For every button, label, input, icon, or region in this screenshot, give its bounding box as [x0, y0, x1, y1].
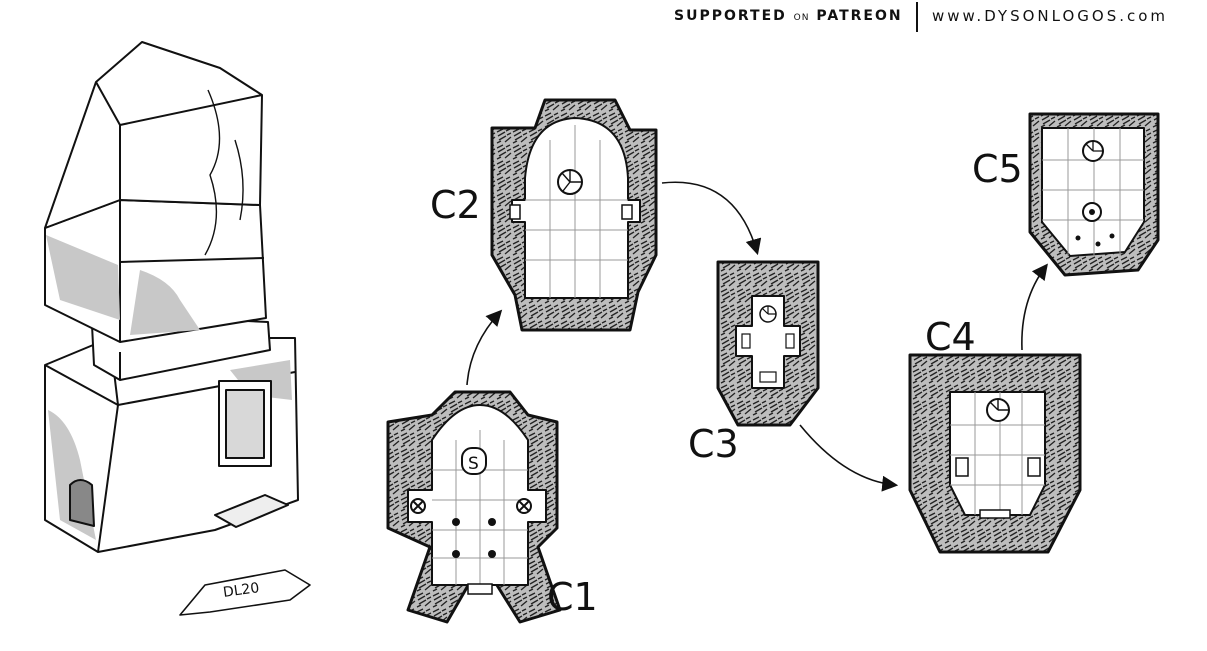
arrow-c4-to-c5: [1021, 263, 1048, 351]
website-credit: www.DYSONLOGOS.com: [932, 7, 1169, 25]
level-c5-map: [1028, 112, 1160, 277]
level-label-c4: C4: [925, 315, 976, 359]
stair-symbol: S: [468, 454, 479, 474]
level-c1-map: S: [386, 390, 562, 624]
arrow-c2-to-c3: [661, 181, 762, 256]
level-label-c5: C5: [972, 147, 1023, 191]
level-label-c3: C3: [688, 422, 739, 466]
level-c4-map: [908, 353, 1082, 554]
level-c3-map: [716, 260, 820, 427]
level-label-c2: C2: [430, 183, 481, 227]
patreon-text: PATREON: [816, 8, 903, 24]
supported-text: SUPPORTED: [674, 8, 787, 24]
on-text: ON: [793, 13, 810, 23]
level-label-c1: C1: [547, 575, 598, 619]
header-divider: [916, 2, 918, 32]
support-credit: SUPPORTED ON PATREON: [674, 5, 903, 27]
level-c2-map: [490, 98, 658, 332]
level-arrows: [466, 181, 1048, 492]
tower-illustration: DL20: [44, 41, 311, 616]
arrow-c3-to-c4: [799, 424, 899, 492]
arrow-c1-to-c2: [466, 309, 503, 386]
signature-text: DL20: [222, 580, 260, 601]
